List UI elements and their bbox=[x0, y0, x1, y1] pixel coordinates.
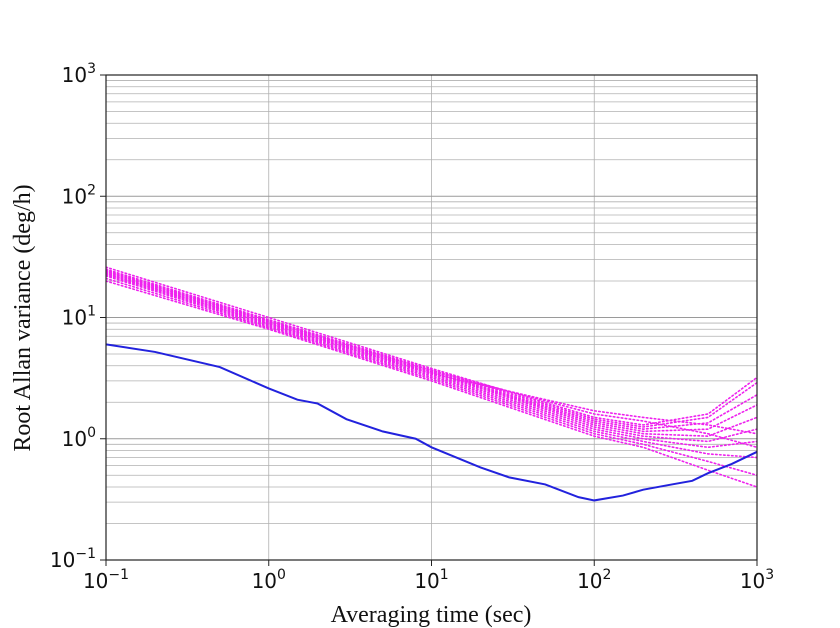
dotted-series-line bbox=[106, 272, 757, 443]
dotted-series-line bbox=[106, 266, 757, 426]
series-lines bbox=[106, 266, 757, 502]
dotted-series-line bbox=[106, 269, 757, 430]
dotted-series-line bbox=[106, 274, 757, 449]
x-tick-label: 10−1 bbox=[83, 567, 129, 593]
x-axis-label: Averaging time (sec) bbox=[331, 602, 532, 628]
dotted-series-line bbox=[106, 268, 757, 428]
solid-series-line bbox=[106, 343, 757, 502]
axis-ticks: 10−1 100 101 102 103 10−1 100 101 102 103 bbox=[50, 61, 774, 593]
x-tick-label: 101 bbox=[414, 567, 448, 593]
y-tick-label: 102 bbox=[62, 182, 96, 208]
y-tick-label: 100 bbox=[62, 425, 96, 451]
dotted-series-line bbox=[106, 277, 757, 477]
dotted-series-line bbox=[106, 270, 757, 433]
dotted-series-line bbox=[106, 280, 757, 488]
y-axis-label: Root Allan variance (deg/h) bbox=[10, 184, 36, 451]
x-tick-label: 100 bbox=[252, 567, 286, 593]
dotted-series-line bbox=[106, 270, 757, 449]
dotted-series-line bbox=[106, 275, 757, 459]
x-tick-label: 102 bbox=[577, 567, 611, 593]
y-tick-label: 10−1 bbox=[50, 546, 96, 572]
y-tick-label: 101 bbox=[62, 304, 96, 330]
x-tick-label: 103 bbox=[740, 567, 774, 593]
y-tick-label: 103 bbox=[62, 61, 96, 87]
dotted-series-line bbox=[106, 271, 757, 437]
dotted-series-line bbox=[106, 272, 757, 435]
